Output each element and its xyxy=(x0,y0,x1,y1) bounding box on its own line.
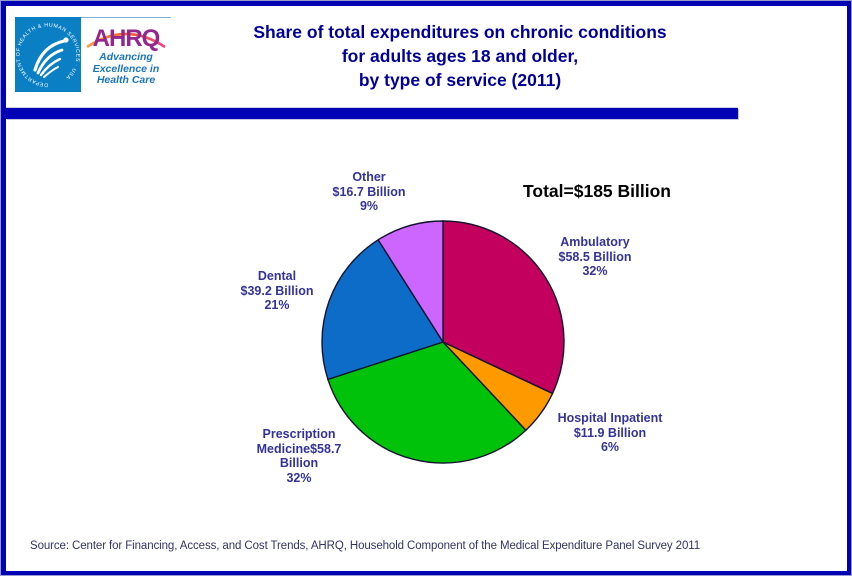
title-divider-bar xyxy=(6,108,738,119)
slice-label-dental: Dental $39.2 Billion 21% xyxy=(241,269,314,313)
pie-slice-ambulatory xyxy=(442,220,565,395)
svg-text:DEPARTMENT OF HEALTH & HUMAN S: DEPARTMENT OF HEALTH & HUMAN SERVICES · … xyxy=(15,22,80,87)
pie-slice-prescription-medicine xyxy=(327,341,527,464)
slide-body: DEPARTMENT OF HEALTH & HUMAN SERVICES · … xyxy=(6,6,847,571)
label-line: $16.7 Billion xyxy=(332,184,406,199)
title-line-2: for adults ages 18 and older, xyxy=(341,46,579,66)
slice-label-hospital-inpatient: Hospital Inpatient $11.9 Billion 6% xyxy=(558,411,663,455)
label-line: Medicine$58.7 xyxy=(256,441,342,456)
label-line: 6% xyxy=(600,440,620,455)
label-line: 21% xyxy=(264,298,290,313)
eagle-glyph xyxy=(33,37,69,78)
title-line-3: by type of service (2011) xyxy=(358,70,562,90)
total-label: Total=$185 Billion xyxy=(523,181,671,201)
hhs-seal: DEPARTMENT OF HEALTH & HUMAN SERVICES · … xyxy=(15,17,81,92)
label-line: 32% xyxy=(582,264,608,279)
seal-ring-text: DEPARTMENT OF HEALTH & HUMAN SERVICES · … xyxy=(15,22,80,87)
label-line: $39.2 Billion xyxy=(240,283,314,298)
label-line: Ambulatory xyxy=(560,235,630,249)
pie-slice-other xyxy=(377,220,444,345)
pie-slice-dental xyxy=(321,238,445,381)
label-line: Billion xyxy=(279,456,319,471)
label-line: Hospital Inpatient xyxy=(557,411,663,425)
tagline-line: Health Care xyxy=(96,74,156,86)
source-citation: Source: Center for Financing, Access, an… xyxy=(30,540,700,552)
ahrq-logo: AHRQ Advancing Excellence in Health Care xyxy=(81,17,171,92)
label-line: 9% xyxy=(359,199,379,214)
label-line: 32% xyxy=(286,471,312,486)
tagline-line: Excellence in xyxy=(92,62,160,75)
slice-label-ambulatory: Ambulatory $58.5 Billion 32% xyxy=(559,235,632,279)
label-line: Prescription xyxy=(262,427,336,441)
ahrq-rainbow-arc-icon xyxy=(86,32,166,49)
title-line-1: Share of total expenditures on chronic c… xyxy=(253,22,667,42)
slice-label-other: Other $16.7 Billion 9% xyxy=(333,170,406,214)
ahrq-acronym: AHRQ xyxy=(92,25,161,52)
tagline-line: Advancing xyxy=(99,51,153,63)
label-line: Dental xyxy=(257,269,297,283)
page-title: Share of total expenditures on chronic c… xyxy=(180,20,740,92)
slice-label-prescription-medicine: Prescription Medicine$58.7 Billion 32% xyxy=(257,427,342,486)
label-line: $11.9 Billion xyxy=(573,425,647,440)
hhs-eagle-icon: DEPARTMENT OF HEALTH & HUMAN SERVICES · … xyxy=(15,22,80,87)
pie-chart xyxy=(321,220,565,464)
label-line: $58.5 Billion xyxy=(558,249,632,264)
ahrq-hhs-logo: DEPARTMENT OF HEALTH & HUMAN SERVICES · … xyxy=(15,17,171,92)
ahrq-tagline: Advancing Excellence in Health Care xyxy=(81,51,171,87)
label-line: Other xyxy=(352,170,386,184)
